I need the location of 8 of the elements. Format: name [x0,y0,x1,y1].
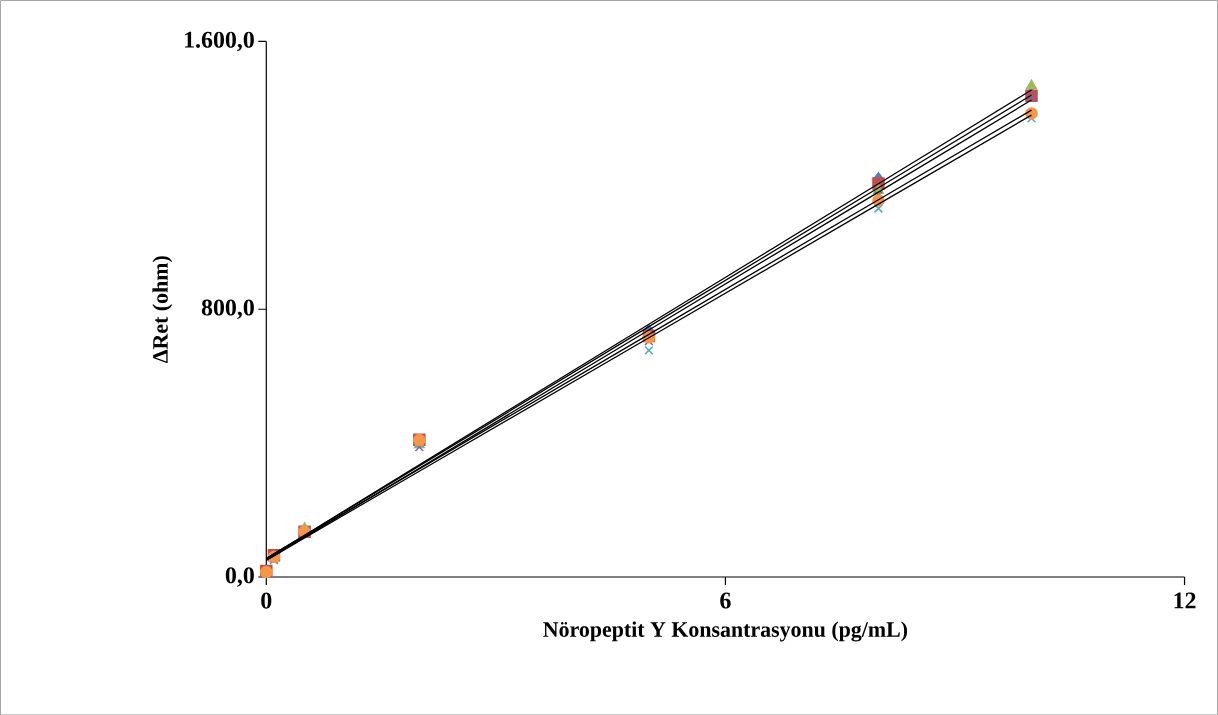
y-axis-title: ΔRet (ohm) [152,256,173,363]
y-tick-label: 1.600,0 [185,31,254,52]
y-tick-label: 800,0 [201,299,254,319]
y-tick-label: 0,0 [225,567,254,587]
x-tick-label: 12 [1174,592,1196,609]
x-tick-label: 6 [720,592,731,609]
x-tick-label: 0 [261,592,272,609]
x-axis-title: Nöropeptit Y Konsantrasyonu (pg/mL) [543,621,908,642]
